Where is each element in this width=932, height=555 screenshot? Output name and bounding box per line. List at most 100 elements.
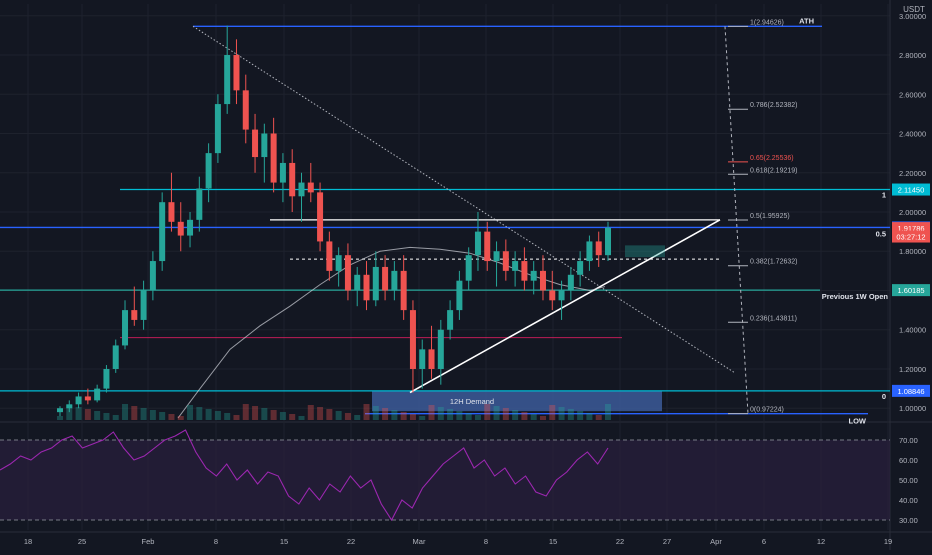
volume-bar bbox=[484, 404, 491, 420]
candle-body bbox=[122, 310, 129, 346]
candle-body bbox=[298, 182, 305, 197]
volume-bar bbox=[140, 408, 147, 420]
candle-body bbox=[317, 192, 324, 242]
volume-bar bbox=[75, 407, 82, 420]
price-label: 1.91786 bbox=[897, 224, 924, 233]
volume-bar bbox=[252, 406, 259, 420]
volume-bar bbox=[196, 407, 203, 420]
volume-bar bbox=[149, 410, 156, 420]
candle-body bbox=[177, 221, 184, 236]
price-label: 2.11450 bbox=[898, 186, 925, 195]
candle-body bbox=[400, 270, 407, 311]
y-tick-label: 2.60000 bbox=[899, 90, 926, 99]
volume-bar bbox=[279, 412, 286, 420]
volume-bar bbox=[372, 406, 379, 420]
price-label-box bbox=[892, 384, 930, 397]
candle-body bbox=[103, 368, 110, 389]
candle-body bbox=[605, 227, 611, 256]
volume-bar bbox=[131, 406, 138, 420]
x-tick-label: Feb bbox=[142, 537, 155, 546]
candle-body bbox=[558, 290, 565, 301]
rsi-tick-label: 30.00 bbox=[899, 516, 918, 525]
candle-body bbox=[484, 231, 491, 262]
volume-bar bbox=[214, 411, 221, 420]
rsi-layer bbox=[0, 429, 890, 522]
volume-bar bbox=[382, 408, 389, 420]
candle-body bbox=[149, 261, 156, 291]
volume-bar bbox=[558, 407, 565, 420]
candle-body bbox=[521, 261, 528, 281]
volume-bar bbox=[456, 411, 463, 420]
volume-bar bbox=[298, 416, 305, 420]
candle-body bbox=[354, 274, 361, 291]
volume-bar bbox=[428, 405, 435, 420]
volume-bar bbox=[84, 409, 91, 420]
candle-body bbox=[270, 133, 277, 183]
candle-body bbox=[131, 310, 138, 320]
candle-body bbox=[335, 255, 342, 271]
candle-body bbox=[567, 274, 574, 291]
volume-bar bbox=[289, 414, 296, 420]
volume-bar bbox=[112, 415, 119, 420]
volume-bar bbox=[168, 414, 175, 420]
candle-body bbox=[428, 349, 435, 369]
volume-bar bbox=[419, 416, 426, 420]
demand-zone-label: 12H Demand bbox=[450, 397, 494, 406]
level-label-ath: ATH bbox=[799, 16, 814, 25]
volume-bar bbox=[344, 413, 351, 420]
candle-body bbox=[224, 55, 231, 105]
volume-bar bbox=[391, 410, 398, 420]
rsi-tick-label: 70.00 bbox=[899, 436, 918, 445]
volume-bar bbox=[363, 404, 370, 420]
candle-body bbox=[94, 388, 101, 401]
fib-level-label: 0.618(2.19219) bbox=[750, 167, 797, 174]
candle-body bbox=[261, 133, 268, 158]
x-tick-label: 18 bbox=[24, 537, 32, 546]
fib-level-label: 0(0.97224) bbox=[750, 407, 784, 414]
volume-bar bbox=[187, 405, 194, 420]
candle-layer bbox=[57, 25, 611, 420]
candle-body bbox=[409, 310, 416, 369]
y-tick-label: 3.00000 bbox=[899, 12, 926, 21]
volume-bar bbox=[326, 409, 333, 420]
x-tick-label: 6 bbox=[762, 537, 766, 546]
volume-bar bbox=[261, 408, 268, 420]
rsi-tick-label: 60.00 bbox=[899, 456, 918, 465]
candle-body bbox=[159, 202, 166, 262]
volume-bar bbox=[103, 413, 110, 420]
candle-body bbox=[437, 329, 444, 369]
x-tick-label: 19 bbox=[884, 537, 892, 546]
volume-bar bbox=[66, 405, 73, 420]
x-tick-label: 8 bbox=[214, 537, 218, 546]
descending-trendline bbox=[192, 25, 736, 374]
level-layer: ATH 1 0.5 Previous 1W Open 0 LOW 1(2.94626) 0.7… bbox=[0, 16, 890, 426]
y-tick-label: 1.40000 bbox=[899, 326, 926, 335]
candle-body bbox=[75, 396, 82, 405]
fib-vertical-line bbox=[724, 26, 749, 414]
y-tick-label: 1.20000 bbox=[899, 365, 926, 374]
volume-bar bbox=[317, 407, 324, 420]
volume-bar bbox=[335, 411, 342, 420]
level-label-resistance: 1 bbox=[882, 191, 886, 200]
x-tick-label: 22 bbox=[347, 537, 355, 546]
x-tick-label: 27 bbox=[663, 537, 671, 546]
volume-bar bbox=[159, 412, 166, 420]
volume-bar bbox=[567, 409, 574, 420]
volume-bar bbox=[233, 415, 240, 420]
volume-bar bbox=[354, 415, 361, 420]
rsi-band bbox=[0, 440, 890, 520]
volume-bar bbox=[595, 415, 602, 420]
x-tick-label: 8 bbox=[484, 537, 488, 546]
volume-bar bbox=[549, 405, 556, 420]
fib-level-label: 0.786(2.52382) bbox=[750, 102, 797, 109]
volume-bar bbox=[242, 404, 249, 420]
candle-body bbox=[577, 261, 584, 275]
volume-bar bbox=[57, 416, 63, 420]
level-label-low: LOW bbox=[849, 417, 867, 426]
volume-bar bbox=[512, 410, 519, 420]
y-tick-label: 2.80000 bbox=[899, 51, 926, 60]
volume-bar bbox=[437, 407, 444, 420]
candle-body bbox=[187, 219, 194, 236]
candle-body bbox=[84, 396, 91, 401]
